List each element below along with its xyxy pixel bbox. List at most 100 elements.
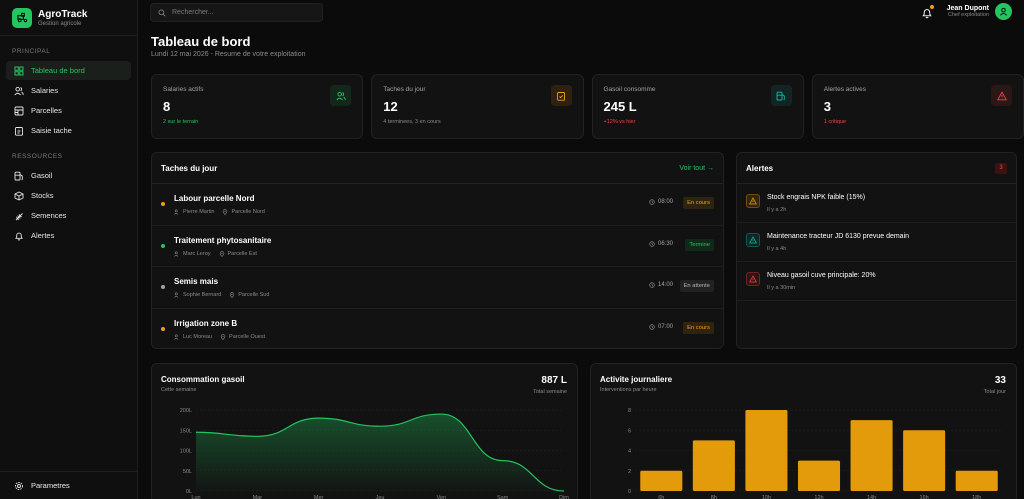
users-icon <box>14 86 24 96</box>
sidebar-item-semences[interactable]: Semences <box>6 206 131 225</box>
user-area: Jean Dupont Chef exploitation <box>921 3 1012 20</box>
task-parcel: Parcelle Est <box>227 250 257 257</box>
task-row[interactable]: Irrigation zone B Luc Moreau Parcelle Oue… <box>152 309 723 351</box>
user-icon <box>174 209 179 215</box>
status-dot <box>161 285 165 289</box>
task-name: Irrigation zone B <box>174 318 238 328</box>
search-placeholder: Rechercher... <box>172 9 214 16</box>
alert-text: Maintenance tracteur JD 6130 prevue dema… <box>767 233 910 240</box>
status-dot <box>161 202 165 206</box>
x-tick-label: Sam <box>497 495 509 499</box>
users-icon <box>330 85 352 106</box>
alert-time: Il y a 4h <box>767 246 787 252</box>
alerts-panel: Alertes 3 Stock engrais NPK faible (15%)… <box>736 152 1017 349</box>
sidebar-item-label: Salaries <box>31 86 59 95</box>
map-icon <box>14 106 24 116</box>
clock-icon <box>649 282 655 288</box>
user-icon <box>174 334 179 340</box>
sidebar-item-saisie-tache[interactable]: Saisie tache <box>6 121 131 140</box>
see-all-link[interactable]: Voir tout → <box>679 164 714 172</box>
task-row[interactable]: Traitement phytosanitaire Marc Leroy Parc… <box>152 226 723 267</box>
sidebar-item-label: Stocks <box>31 191 54 200</box>
task-time: 07:00 <box>649 324 673 330</box>
clock-icon <box>649 323 655 330</box>
brand: AgroTrack Gestion agricole <box>0 0 137 36</box>
stat-note: +12% vs hier <box>603 119 636 125</box>
grid-icon <box>14 66 24 76</box>
task-row[interactable]: Labour parcelle Nord Pierre Martin Parcel… <box>152 184 723 226</box>
stat-label: Alertes actives <box>823 86 867 93</box>
sidebar-item-label: Alertes <box>31 231 55 240</box>
sidebar-item-label: Saisie tache <box>31 126 72 135</box>
sidebar-item-parcelles[interactable]: Parcelles <box>6 101 131 120</box>
bar <box>640 470 683 491</box>
clipboard-icon <box>14 126 24 136</box>
page-title: Tableau de bord <box>151 34 251 49</box>
stat-card[interactable]: Gasoil consomme 245 L +12% vs hier <box>591 74 804 139</box>
x-tick-label: 8h <box>711 495 717 499</box>
alert-text: Stock engrais NPK faible (15%) <box>767 194 866 201</box>
task-meta: Luc Moreau Parcelle Ouest <box>174 334 265 340</box>
chart-total-label: Total semaine <box>533 389 567 395</box>
task-time-value: 07:00 <box>657 323 673 330</box>
tasks-panel-title: Taches du jour <box>161 163 218 173</box>
bell-icon <box>14 231 24 241</box>
x-tick-label: Mer <box>314 495 324 499</box>
sidebar-item-alertes[interactable]: Alertes <box>6 226 131 245</box>
sidebar-item-dashboard[interactable]: Tableau de bord <box>6 61 131 80</box>
alert-item[interactable]: Niveau gasoil cuve principale: 20% Il y … <box>737 262 1016 301</box>
chart-subtitle: Interventions par heure <box>600 387 657 393</box>
stat-card[interactable]: Taches du jour 12 4 terminees, 3 en cour… <box>371 74 584 139</box>
settings-label: Parametres <box>31 481 70 490</box>
x-tick-label: 10h <box>762 495 771 499</box>
bar <box>903 430 946 491</box>
user-name: Jean Dupont <box>946 5 989 12</box>
sidebar-item-stocks[interactable]: Stocks <box>6 186 131 205</box>
task-list: Labour parcelle Nord Pierre Martin Parcel… <box>152 184 723 350</box>
stat-value: 12 <box>383 99 398 114</box>
warning-icon <box>746 272 760 286</box>
task-worker: Luc Moreau <box>183 333 213 340</box>
status-badge: En cours <box>683 197 714 209</box>
sidebar-item-label: Gasoil <box>31 171 53 180</box>
task-name: Labour parcelle Nord <box>174 194 255 203</box>
stat-card[interactable]: Alertes actives 3 1 critique <box>811 74 1024 139</box>
alert-time: Il y a 2h <box>767 207 787 213</box>
x-tick-label: Jeu <box>376 495 385 499</box>
bar <box>745 410 788 491</box>
search-input[interactable]: Rechercher... <box>150 3 323 22</box>
alert-text: Niveau gasoil cuve principale: 20% <box>767 272 876 279</box>
notification-bell-icon[interactable] <box>921 4 934 18</box>
fuel-chart-panel: Consommation gasoil Cette semaine 887 L … <box>151 363 578 499</box>
map-pin-icon <box>219 250 224 257</box>
x-tick-label: 14h <box>867 495 876 499</box>
x-tick-label: 16h <box>920 495 929 499</box>
status-badge: En attente <box>679 280 714 292</box>
stat-label: Salaries actifs <box>163 86 204 93</box>
avatar[interactable] <box>995 3 1012 20</box>
bar <box>955 470 998 491</box>
task-row[interactable]: Semis mais Sophie Bernard Parcelle Sud 14… <box>152 267 723 309</box>
tractor-icon <box>12 7 32 28</box>
user-info[interactable]: Jean Dupont Chef exploitation <box>947 5 989 18</box>
alert-time: Il y a 30min <box>767 285 796 291</box>
tasks-panel: Taches du jour Voir tout → Labour parcel… <box>151 152 724 349</box>
x-tick-label: 12h <box>814 495 823 499</box>
sidebar-item-salaries[interactable]: Salaries <box>6 81 131 100</box>
stat-card[interactable]: Salaries actifs 8 2 sur le terrain <box>151 74 364 139</box>
sidebar-item-gasoil[interactable]: Gasoil <box>6 166 131 185</box>
stat-value: 3 <box>823 99 831 114</box>
activity-chart-panel: Activite journaliere Interventions par h… <box>590 363 1017 499</box>
sidebar-item-parametres[interactable]: Parametres <box>0 471 137 499</box>
clock-icon <box>649 240 655 247</box>
user-icon <box>174 292 179 298</box>
y-tick-label: 2 <box>628 469 631 475</box>
nav-section-principal: PRINCIPAL <box>12 48 51 55</box>
y-tick-label: 0L <box>186 489 192 495</box>
alert-item[interactable]: Maintenance tracteur JD 6130 prevue dema… <box>737 223 1016 262</box>
sidebar-item-label: Tableau de bord <box>31 66 85 75</box>
alert-item[interactable]: Stock engrais NPK faible (15%) Il y a 2h <box>737 184 1016 223</box>
warning-icon <box>746 194 760 208</box>
x-tick-label: Mar <box>253 495 263 499</box>
y-tick-label: 100L <box>180 449 192 455</box>
